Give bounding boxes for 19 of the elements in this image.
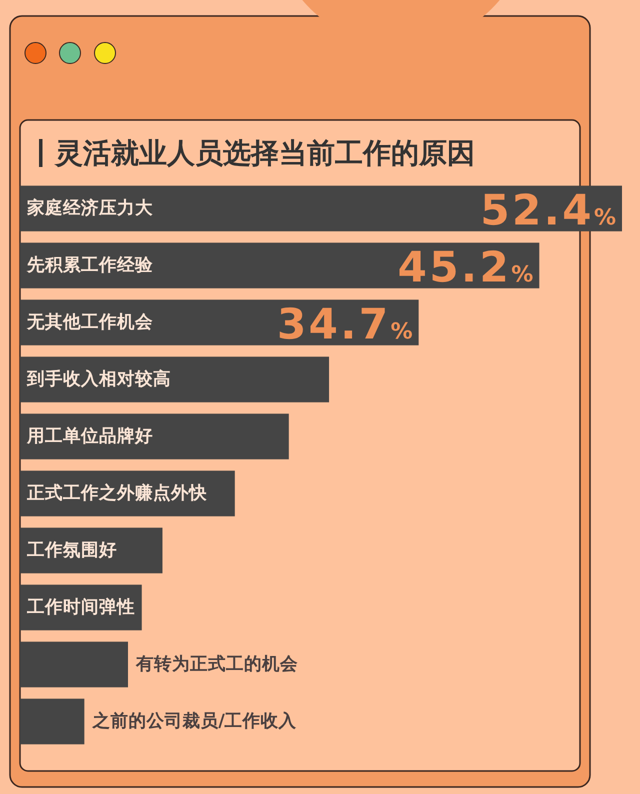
chart-title: 灵活就业人员选择当前工作的原因	[54, 136, 475, 170]
data-label: 45.2%	[398, 242, 534, 292]
bar	[20, 698, 84, 744]
bar	[20, 356, 330, 402]
bar	[20, 414, 289, 460]
data-label: 34.7%	[276, 300, 413, 348]
y-tick-label: 到手收入相对较高	[26, 368, 171, 390]
y-tick-label: 正式工作之外赚点外快	[26, 482, 208, 504]
y-tick-label: 工作氛围好	[26, 540, 117, 560]
y-tick-label: 先积累工作经验	[26, 254, 154, 276]
y-tick-label: 工作时间弹性	[26, 596, 135, 618]
bar	[20, 186, 622, 232]
y-tick-label: 用工单位品牌好	[26, 426, 153, 446]
y-tick-label: 之前的公司裁员/工作收入	[91, 710, 298, 732]
bar	[20, 642, 128, 688]
y-tick-label: 无其他工作机会	[26, 312, 154, 332]
y-tick-label: 有转为正式工的机会	[134, 654, 299, 674]
data-label: 52.4%	[480, 186, 616, 234]
y-tick-label: 家庭经济压力大	[26, 198, 154, 218]
